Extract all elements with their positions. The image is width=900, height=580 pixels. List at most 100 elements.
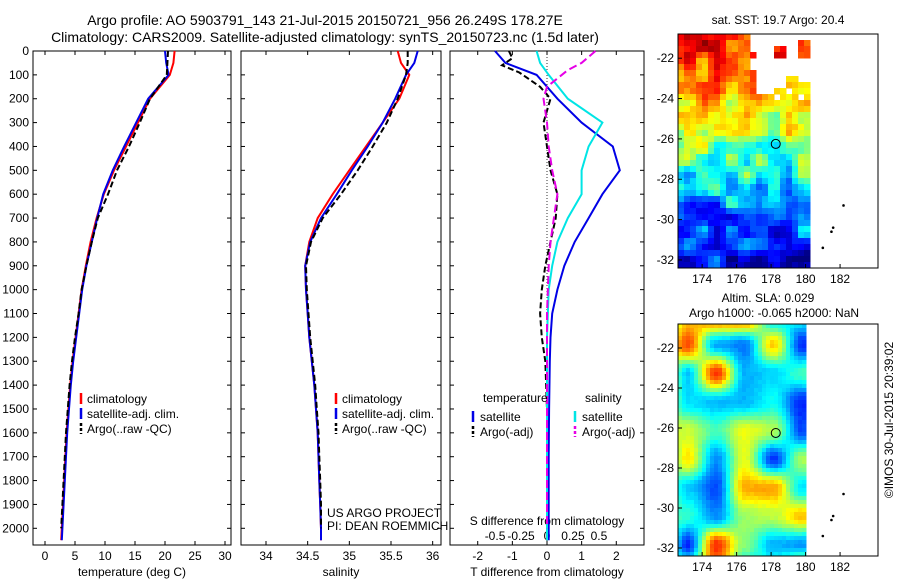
- argo-float-marker: [770, 427, 781, 438]
- y-tick-label: -26: [657, 132, 675, 146]
- plot-frame: [32, 50, 232, 546]
- y-tick-label: 1300: [2, 354, 29, 368]
- sst-map-title: sat. SST: 19.7 Argo: 20.4: [712, 13, 845, 27]
- y-tick-label: 700: [9, 211, 29, 225]
- s-tick-label: 0.5: [591, 529, 608, 543]
- x-tick-label: 178: [761, 560, 781, 574]
- y-tick-label: 1000: [2, 283, 29, 297]
- x-tick-label: 2: [613, 549, 620, 563]
- y-tick-label: 100: [9, 68, 29, 82]
- legend-label: Argo(-adj): [582, 425, 635, 439]
- map-frame: [677, 323, 879, 557]
- x-tick-label: 182: [830, 272, 850, 286]
- y-tick-label: -28: [657, 172, 675, 186]
- map-raster: [678, 324, 807, 557]
- y-tick-label: 0: [22, 44, 29, 58]
- x-tick-label: 30: [218, 549, 232, 563]
- x-tick-label: 180: [796, 560, 816, 574]
- island-marker: [821, 246, 825, 250]
- x-tick-label: 15: [128, 549, 142, 563]
- x-tick-label: 34: [259, 549, 273, 563]
- y-tick-label: 500: [9, 163, 29, 177]
- legend-label: satellite-adj. clim.: [87, 407, 179, 421]
- x-axis-label: salinity: [323, 565, 360, 579]
- y-tick-label: -26: [657, 421, 675, 435]
- legend-title-temperature: temperature: [483, 391, 548, 405]
- x-tick-label: 36: [426, 549, 440, 563]
- x-tick-label: 0: [42, 549, 49, 563]
- island-marker: [821, 534, 825, 538]
- profile-panel-3: -2 -1 0 1 2 T difference from climatology -0.5…: [449, 50, 645, 579]
- x-axis-label: temperature (deg C): [78, 565, 186, 579]
- y-tick-label: 1600: [2, 426, 29, 440]
- x-tick-label: 174: [692, 272, 712, 286]
- series-line: [60, 50, 176, 541]
- profile-panel-1: 0 5 10 15 20 25 30 temperature (deg C) 0 100 200 30…: [2, 44, 232, 579]
- island-marker: [831, 514, 835, 518]
- x-tick-label: -1: [507, 549, 518, 563]
- y-tick-label: -22: [657, 341, 675, 355]
- y-tick-label: 300: [9, 116, 29, 130]
- x-tick-label: 1: [578, 549, 585, 563]
- legend-label: Argo(..raw -QC): [87, 422, 172, 436]
- plot-frame: [240, 50, 442, 546]
- y-tick-label: 1100: [3, 307, 29, 321]
- island-marker: [830, 518, 833, 522]
- map-frame: [677, 33, 879, 269]
- figure-title-line-2: Climatology: CARS2009. Satellite-adjuste…: [51, 29, 599, 45]
- s-tick-label: -0.5: [485, 529, 506, 543]
- y-tick-label: 2000: [2, 521, 29, 535]
- series-line: [60, 50, 170, 541]
- x-tick-label: 35.5: [379, 549, 403, 563]
- x-tick-label: 10: [98, 549, 112, 563]
- series-line: [494, 50, 621, 541]
- island-marker: [831, 226, 835, 229]
- map-panel-1: 174 176 178 180 182 -22 -24 -26 -28 -30 -32 sat. SS…: [657, 13, 879, 286]
- y-tick-label: 1800: [2, 474, 29, 488]
- island-marker: [842, 492, 845, 496]
- y-tick-label: 1200: [2, 330, 29, 344]
- y-tick-label: -24: [657, 381, 675, 395]
- y-tick-label: 1500: [2, 402, 29, 416]
- legend-label: climatology: [87, 392, 147, 406]
- x-tick-label: -2: [472, 549, 483, 563]
- profile-panel-2: 34 34.5 35 35.5 36 salinity climatologysatelli…: [240, 50, 448, 579]
- y-tick-label: -32: [657, 253, 675, 267]
- x-tick-label: 178: [761, 272, 781, 286]
- y-tick-label: 800: [9, 235, 29, 249]
- project-annotation: PI: DEAN ROEMMICH: [327, 519, 448, 533]
- legend-label: Argo(..raw -QC): [342, 422, 427, 436]
- y-tick-label: -32: [657, 541, 675, 555]
- y-tick-label: 400: [9, 139, 29, 153]
- series-line: [304, 50, 411, 541]
- series-line: [304, 51, 409, 529]
- island-marker: [842, 204, 845, 207]
- x-tick-label: 0: [544, 549, 551, 563]
- y-tick-label: 900: [9, 259, 29, 273]
- y-tick-label: 1900: [2, 497, 29, 511]
- x-tick-label: 176: [727, 560, 747, 574]
- sla-map-title: Altim. SLA: 0.029: [722, 291, 815, 305]
- x-tick-label: 5: [72, 549, 79, 563]
- series-line: [304, 50, 419, 541]
- legend-title-salinity: salinity: [585, 391, 622, 405]
- y-tick-label: 1400: [2, 378, 29, 392]
- y-tick-label: 200: [9, 92, 29, 106]
- y-tick-label: -28: [657, 461, 675, 475]
- map-raster: [678, 34, 811, 269]
- map-panel-2: 174 176 178 180 182 -22 -24 -26 -28 -30 -32 Altim. …: [657, 291, 879, 574]
- x-axis-label: T difference from climatology: [470, 565, 624, 579]
- island-marker: [830, 230, 833, 233]
- y-tick-label: -22: [657, 51, 675, 65]
- s-tick-label: 0.25: [561, 529, 585, 543]
- x-tick-label: 182: [830, 560, 850, 574]
- series-line: [60, 50, 169, 529]
- legend-label: satellite: [480, 410, 521, 424]
- legend-label: satellite: [582, 410, 623, 424]
- y-tick-label: 600: [9, 187, 29, 201]
- x-tick-label: 20: [158, 549, 172, 563]
- figure-title-line-1: Argo profile: AO 5903791_143 21-Jul-2015…: [87, 12, 563, 28]
- legend-label: climatology: [342, 392, 402, 406]
- x-tick-label: 34.5: [296, 549, 320, 563]
